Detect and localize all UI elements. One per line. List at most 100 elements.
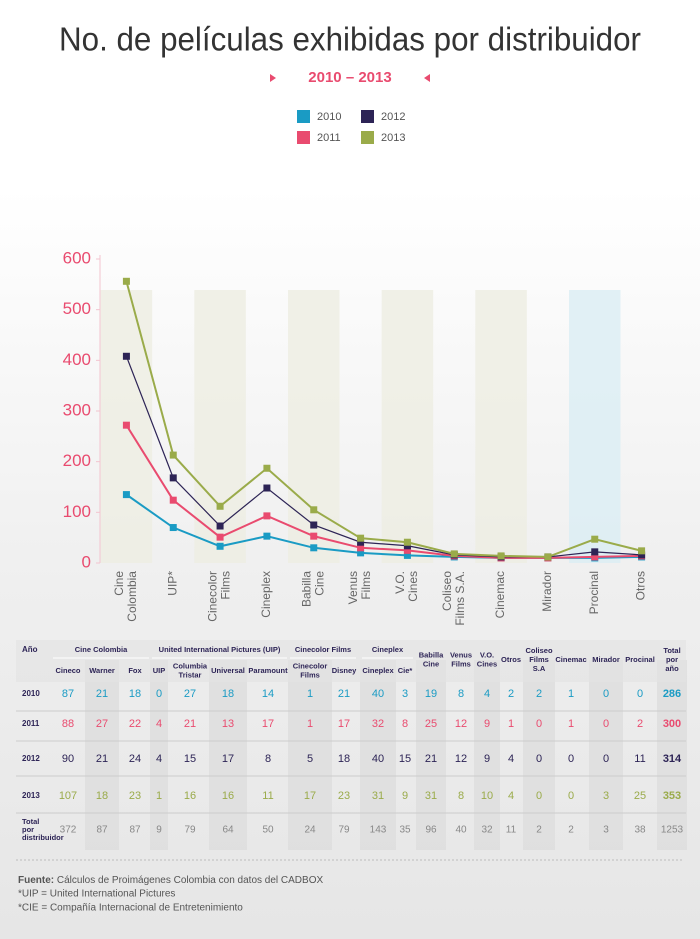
table-cell: 314 — [663, 753, 682, 765]
table-cell: 8 — [265, 753, 271, 765]
decoration — [270, 74, 276, 82]
x-tick-label: BabillaCine — [299, 571, 326, 607]
table-cell: 15 — [399, 753, 411, 765]
table-cell: 79 — [184, 825, 196, 836]
point-marker — [403, 551, 411, 559]
point-marker — [310, 532, 318, 540]
legend-swatch — [297, 131, 310, 144]
x-tick-label: Cineplex — [259, 571, 273, 618]
table-cell: 87 — [62, 688, 74, 700]
point-marker — [169, 451, 177, 459]
point-marker — [403, 538, 411, 546]
table-cell: 14 — [262, 688, 274, 700]
table-header-bg — [16, 640, 686, 682]
table-cell: 1253 — [661, 825, 684, 836]
column-header: Venus Films — [450, 650, 472, 668]
point-marker — [403, 546, 411, 554]
row-year: 2013 — [22, 791, 40, 800]
table-cell: 11 — [262, 790, 273, 802]
table-cell: 2 — [637, 718, 643, 730]
table-cell: 18 — [96, 790, 108, 802]
table-cell: 31 — [425, 790, 437, 802]
point-marker — [216, 542, 224, 550]
total-row-label: Total por distribuidor — [22, 817, 64, 842]
point-marker — [216, 533, 224, 541]
table-cell: 64 — [222, 825, 234, 836]
table-cell: 17 — [338, 718, 350, 730]
table-cell: 21 — [338, 688, 350, 700]
table-cell: 9 — [484, 718, 490, 730]
table-cell: 16 — [222, 790, 234, 802]
table-cell: 0 — [536, 790, 542, 802]
y-tick-label: 600 — [63, 248, 91, 267]
column-header: Cinecolor Films — [293, 661, 328, 679]
table-cell: 0 — [603, 718, 609, 730]
point-marker — [403, 542, 411, 550]
x-tick-label: CineColombia — [112, 571, 139, 622]
table-cell: 87 — [129, 825, 141, 836]
x-tick-label: VenusFilms — [346, 571, 373, 604]
point-marker — [544, 553, 552, 561]
table-cell: 286 — [663, 688, 681, 700]
table-cell: 0 — [637, 688, 643, 700]
column-band — [288, 660, 332, 850]
table-cell: 17 — [262, 718, 274, 730]
column-band — [589, 660, 623, 850]
point-marker — [357, 538, 365, 546]
table-cell: 0 — [568, 790, 574, 802]
column-header: Warner — [89, 666, 115, 675]
table-corner: Año — [22, 645, 38, 654]
point-marker — [169, 524, 177, 532]
table-cell: 9 — [156, 825, 162, 836]
point-marker — [122, 421, 130, 429]
table-cell: 4 — [508, 753, 514, 765]
point-marker — [263, 512, 271, 520]
table-cell: 0 — [536, 718, 542, 730]
table-cell: 96 — [425, 825, 437, 836]
footnote: Fuente: Cálculos de Proimágenes Colombia… — [18, 875, 323, 886]
point-marker — [263, 484, 271, 492]
column-header: V.O. Cines — [477, 650, 497, 668]
column-band — [287, 290, 340, 563]
y-tick-label: 100 — [63, 502, 91, 521]
table-cell: 0 — [156, 688, 162, 700]
table-cell: 88 — [62, 718, 74, 730]
column-band — [209, 660, 247, 850]
point-marker — [169, 496, 177, 504]
column-band — [85, 660, 119, 850]
table-cell: 18 — [222, 688, 234, 700]
table-cell: 9 — [402, 790, 408, 802]
table-cell: 1 — [156, 790, 162, 802]
table-cell: 3 — [603, 790, 609, 802]
table-cell: 4 — [156, 718, 162, 730]
row-year: 2012 — [22, 754, 40, 763]
table-cell: 143 — [370, 825, 387, 836]
point-marker — [357, 544, 365, 552]
point-marker — [450, 550, 458, 558]
table-cell: 22 — [129, 718, 141, 730]
table-cell: 8 — [458, 790, 464, 802]
table-cell: 31 — [372, 790, 384, 802]
column-header: Procinal — [625, 655, 655, 664]
table-cell: 35 — [399, 825, 411, 836]
table-cell: 11 — [634, 753, 645, 765]
table-cell: 8 — [458, 688, 464, 700]
chart-subtitle: 2010 – 2013 — [308, 69, 391, 86]
column-band — [568, 290, 621, 563]
table-cell: 353 — [663, 790, 681, 802]
table-cell: 300 — [663, 718, 681, 730]
column-band — [523, 660, 555, 850]
point-marker — [216, 522, 224, 530]
point-marker — [591, 548, 599, 556]
column-band — [416, 660, 446, 850]
table-cell: 1 — [508, 718, 514, 730]
decoration — [424, 74, 430, 82]
table-cell: 8 — [402, 718, 408, 730]
column-band — [150, 660, 168, 850]
table-cell: 4 — [508, 790, 514, 802]
table-cell: 0 — [536, 753, 542, 765]
column-header: Cineco — [55, 666, 80, 675]
y-tick-label: 500 — [63, 299, 91, 318]
legend-swatch — [361, 110, 374, 123]
column-header: Coliseo Films S.A — [525, 646, 553, 673]
